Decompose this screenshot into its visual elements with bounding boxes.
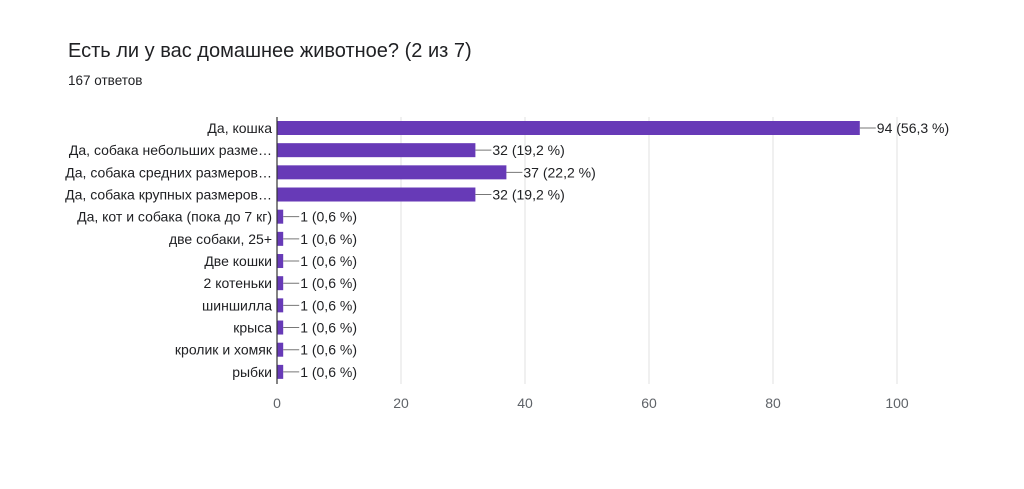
- data-label: 32 (19,2 %): [492, 142, 564, 158]
- category-label: рыбки: [232, 364, 272, 380]
- data-label: 1 (0,6 %): [300, 342, 357, 358]
- x-tick-label: 0: [273, 395, 281, 411]
- x-tick-label: 60: [641, 395, 657, 411]
- x-tick-label: 100: [885, 395, 909, 411]
- data-label: 94 (56,3 %): [877, 120, 949, 136]
- data-label: 1 (0,6 %): [300, 364, 357, 380]
- data-label: 1 (0,6 %): [300, 320, 357, 336]
- bar: [277, 187, 476, 202]
- data-label: 37 (22,2 %): [523, 164, 595, 180]
- x-tick-label: 20: [393, 395, 409, 411]
- bar: [277, 209, 284, 224]
- data-label: 1 (0,6 %): [300, 253, 357, 269]
- category-label: кролик и хомяк: [175, 342, 273, 358]
- bar: [277, 231, 284, 246]
- category-label: крыса: [233, 320, 272, 336]
- bar: [277, 364, 284, 379]
- category-label: Да, собака средних размеров…: [65, 164, 272, 180]
- data-label: 1 (0,6 %): [300, 209, 357, 225]
- bar: [277, 298, 284, 313]
- chart-title: Есть ли у вас домашнее животное? (2 из 7…: [68, 40, 472, 62]
- category-label: Да, кот и собака (пока до 7 кг): [77, 209, 272, 225]
- category-label: Да, собака крупных размеров…: [65, 187, 272, 203]
- category-label: Да, собака небольших разме…: [69, 142, 272, 158]
- x-tick-label: 80: [765, 395, 781, 411]
- bar: [277, 254, 284, 269]
- category-label: Да, кошка: [207, 120, 272, 136]
- bar: [277, 121, 860, 135]
- bar: [277, 342, 284, 357]
- category-label: Две кошки: [204, 253, 272, 269]
- bar: [277, 320, 284, 335]
- x-tick-label: 40: [517, 395, 533, 411]
- data-label: 1 (0,6 %): [300, 275, 357, 291]
- data-label: 32 (19,2 %): [492, 187, 564, 203]
- category-label: шиншилла: [202, 297, 272, 313]
- response-count: 167 ответов: [68, 73, 143, 88]
- bar: [277, 276, 284, 291]
- category-label: две собаки, 25+: [169, 231, 272, 247]
- bar: [277, 143, 476, 158]
- category-label: 2 котеньки: [204, 275, 272, 291]
- data-label: 1 (0,6 %): [300, 297, 357, 313]
- data-label: 1 (0,6 %): [300, 231, 357, 247]
- bar: [277, 165, 507, 180]
